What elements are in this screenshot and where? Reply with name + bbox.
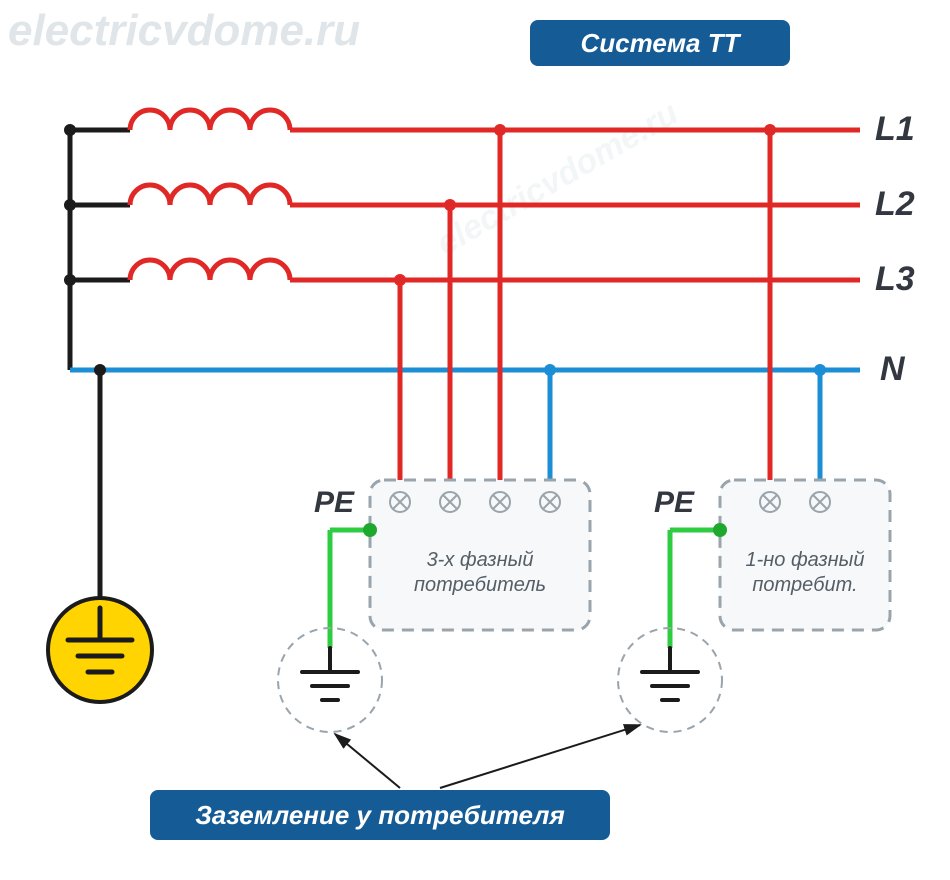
consumer-3ph-line1: 3-х фазный [427,549,534,571]
consumer-3ph-line2: потребитель [414,574,546,596]
consumer-1ph-label: 1-но фазный потребит. [720,548,890,598]
label-l1: L1 [875,110,915,149]
label-n: N [880,350,905,389]
caption-badge: Заземление у потребителя [150,790,610,840]
consumer-1ph-line2: потребит. [752,574,857,596]
consumer-1ph-line1: 1-но фазный [745,549,864,571]
schematic-svg [0,0,950,880]
pe-label-3ph: PE [314,486,354,520]
label-l3: L3 [875,260,915,299]
title-badge: Система TT [530,20,790,66]
consumer-3ph-label: 3-х фазный потребитель [370,548,590,598]
label-l2: L2 [875,185,915,224]
diagram-canvas: electricvdome.ru [0,0,950,880]
pe-label-1ph: PE [654,486,694,520]
